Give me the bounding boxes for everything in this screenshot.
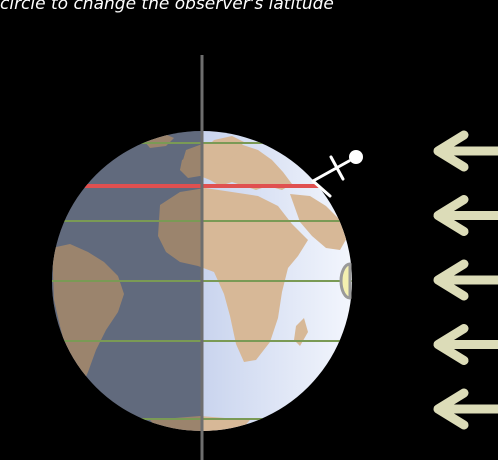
observer-leg [311, 179, 332, 198]
latitude-handle[interactable] [339, 262, 352, 300]
sun-ray-arrow [433, 324, 498, 365]
observer-body [311, 159, 351, 183]
sun-ray-arrow [433, 130, 498, 172]
africa [158, 188, 308, 362]
sun-ray-arrow [433, 259, 498, 301]
british-isles [180, 156, 194, 174]
sun-ray-arrow [433, 195, 498, 236]
observer-arms [329, 155, 345, 181]
sun-ray-arrow [433, 388, 498, 430]
observer-figure[interactable] [311, 150, 363, 198]
sun-ray-head [433, 388, 469, 430]
sun-ray-head [433, 259, 469, 301]
sun-ray-head [433, 130, 469, 172]
madagascar [294, 318, 308, 346]
observer-head [349, 150, 363, 164]
continents [52, 132, 352, 431]
sun-ray-head [433, 324, 469, 365]
sun-rays [433, 130, 498, 430]
sun-ray-head [433, 195, 469, 236]
instruction-text: circle to change the observer's latitude [0, 0, 334, 14]
